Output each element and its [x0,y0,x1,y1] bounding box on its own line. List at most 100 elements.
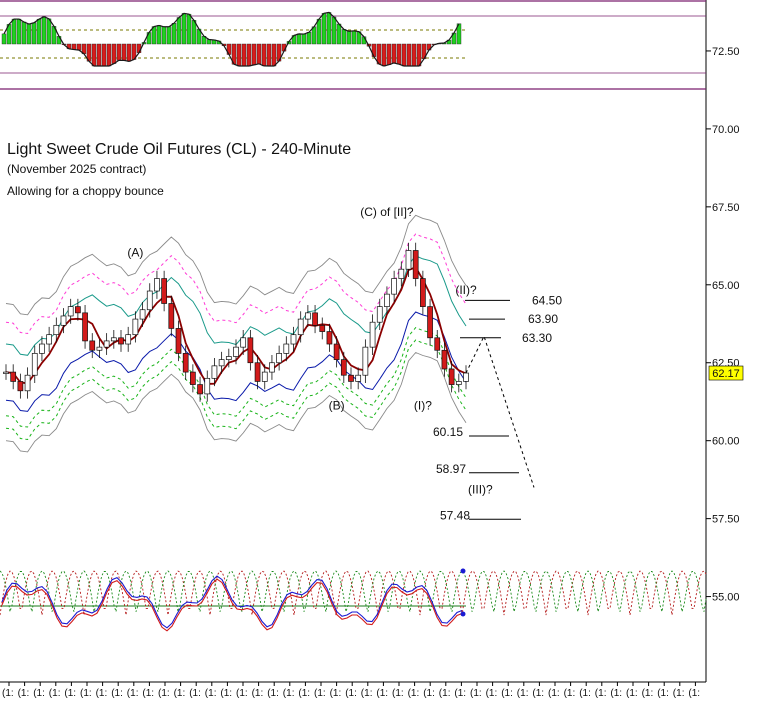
candle-body [355,374,362,382]
candle-body [240,337,247,348]
x-tick-label: (1: [610,688,622,699]
x-tick-label: (1: [49,688,61,699]
candle-body [67,306,74,317]
x-tick-label: (1: [314,688,326,699]
oscillator-cycle-red [0,570,707,616]
candle-body [10,371,17,382]
histogram-bar [411,43,417,67]
oscillator-dot [460,611,466,617]
x-tick-label: (1: [64,688,76,699]
histogram-bar [251,43,257,66]
x-tick-label: (1: [548,688,560,699]
candle-body [190,371,196,385]
envelope-blue-lower [5,311,467,412]
histogram-bar [156,25,162,45]
candle-body [269,362,275,373]
candle-body [75,306,81,314]
target-level-label: 63.30 [522,331,552,345]
candle-body [182,353,189,373]
y-tick-label: 65.00 [712,280,740,292]
target-level-label: 60.15 [433,425,463,439]
candle-body [434,337,441,351]
histogram-bar [181,13,187,45]
y-tick-label: 57.50 [712,514,740,526]
candle-body [384,293,390,307]
candle-body [362,346,369,376]
x-tick-label: (1: [252,688,264,699]
histogram-bar [261,43,267,67]
histogram-bar [401,43,407,67]
oscillator-dot [460,568,466,574]
candle-body [39,343,45,354]
histogram-bar [11,18,17,45]
candle-body [125,334,132,345]
x-tick-label: (1: [345,688,357,699]
histogram-bar [26,23,32,45]
candle-body [305,312,311,320]
candle-body [254,362,261,382]
candle-body [82,312,88,342]
x-tick-label: (1: [96,688,108,699]
chart-title: Light Sweet Crude Oil Futures (CL) - 240… [7,141,352,158]
histogram-bar [46,18,52,45]
histogram-bar [116,43,122,61]
x-tick-label: (1: [439,688,451,699]
histogram-bar [271,43,277,67]
histogram-bar [166,26,172,45]
x-tick-label: (1: [501,688,513,699]
y-tick-label: 60.00 [712,436,740,448]
candle-body [376,306,383,323]
histogram-bar [396,43,402,65]
x-tick-label: (1: [657,688,669,699]
histogram-bar [331,16,337,45]
histogram-bar [346,31,352,45]
target-level-label: 63.90 [528,312,558,326]
candle-body [405,250,412,270]
x-tick-label: (1: [564,688,576,699]
candle-body [161,278,167,304]
candle-body [398,268,405,279]
x-tick-label: (1: [392,688,404,699]
histogram-bar [311,26,317,45]
candle-body [17,381,24,392]
x-tick-label: (1: [236,688,248,699]
histogram-bar [111,43,117,64]
histogram-bar [121,43,127,61]
x-tick-label: (1: [579,688,591,699]
chart-note: Allowing for a choppy bounce [7,184,164,198]
histogram-bar [391,43,397,64]
histogram-bar [406,43,412,67]
candle-body [139,309,146,320]
x-tick-label: (1: [688,688,700,699]
envelope-outer-lower [5,351,467,453]
wave-label: (III)? [468,483,493,497]
x-tick-label: (1: [486,688,498,699]
x-tick-label: (1: [408,688,420,699]
histogram-bar [101,43,107,67]
last-price-tag [708,365,744,381]
x-tick-label: (1: [220,688,232,699]
candle-body [197,384,203,395]
candle-body [168,303,175,329]
histogram-bar [126,43,132,62]
histogram-bar [336,23,342,45]
last-price-label: 62.17 [712,368,740,380]
histogram-bar [381,43,387,67]
title-block: Light Sweet Crude Oil Futures (CL) - 240… [7,140,351,198]
x-tick-label: (1: [361,688,373,699]
wave-label: (C) of [II]? [360,205,414,219]
envelope-outer-upper [5,214,467,316]
histogram-bar [326,12,332,45]
y-tick-label: 72.50 [712,46,740,58]
oscillator-fast [1,575,463,629]
candle-body [31,353,38,376]
x-tick-label: (1: [205,688,217,699]
histogram-bar [106,43,112,67]
histogram-bar [236,43,242,67]
moving-average [5,266,467,385]
histogram-bar [246,43,252,67]
wave-label: (A) [127,246,143,260]
histogram-bar [71,43,77,50]
